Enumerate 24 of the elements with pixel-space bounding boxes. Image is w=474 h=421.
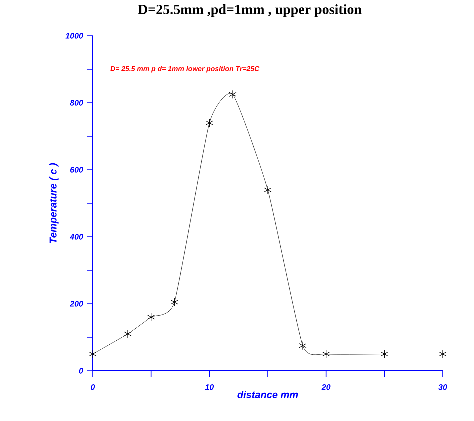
y-tick-label: 800 — [70, 100, 84, 106]
x-tick-label: 20 — [322, 384, 331, 390]
x-tick-label: 30 — [438, 384, 448, 390]
point — [229, 90, 237, 99]
y-tick-label: 200 — [70, 301, 84, 307]
y-tick-label: 0 — [79, 368, 84, 374]
chart-title: D=25.5mm ,pd=1mm , upper position — [138, 4, 362, 18]
point — [206, 118, 214, 128]
point — [170, 298, 178, 307]
point — [89, 350, 97, 359]
y-tick-label: 1000 — [66, 33, 84, 39]
point — [264, 186, 272, 194]
point — [299, 342, 307, 350]
point — [322, 350, 330, 359]
point — [439, 350, 447, 359]
x-tick-label: 10 — [205, 384, 214, 390]
point — [380, 350, 388, 359]
point — [124, 330, 132, 338]
y-tick-label: 400 — [70, 234, 84, 240]
y-tick-label: 600 — [70, 167, 84, 173]
x-tick-label: 0 — [91, 384, 96, 390]
x-axis-title: distance mm — [238, 391, 298, 398]
point — [148, 313, 156, 322]
y-axis-title: Temperature ( c ) — [49, 163, 59, 244]
